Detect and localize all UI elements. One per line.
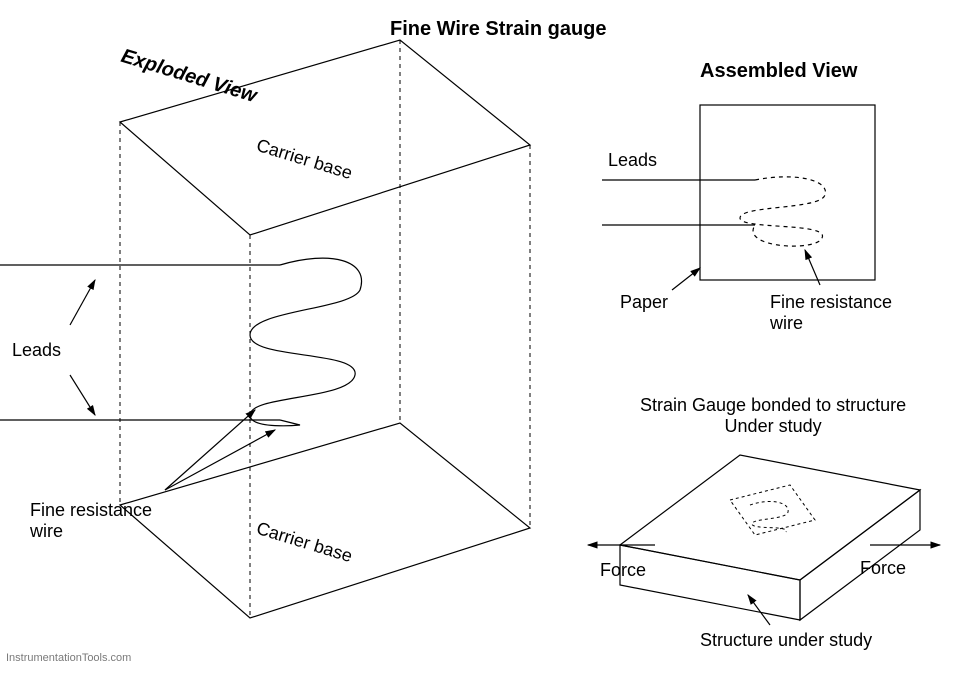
exploded-lead-arrow-top — [70, 280, 95, 325]
assembled-fine-wire-label: Fine resistance wire — [770, 292, 892, 334]
exploded-coil — [250, 258, 362, 426]
bonded-view-group — [588, 455, 940, 625]
paper-label: Paper — [620, 292, 668, 313]
small-gauge-coil — [750, 501, 788, 532]
assembled-view-group — [602, 105, 875, 290]
exploded-fine-wire-label: Fine resistance wire — [30, 500, 152, 542]
diagram-canvas: Fine Wire Strain gauge Exploded View Car… — [0, 0, 957, 674]
assembled-coil — [740, 177, 825, 246]
exploded-leads-label: Leads — [12, 340, 61, 361]
paper-arrow — [672, 268, 700, 290]
structure-label: Structure under study — [700, 630, 872, 651]
assembled-square — [700, 105, 875, 280]
block-front-face — [620, 545, 800, 620]
force-left-label: Force — [600, 560, 646, 581]
block-right-face — [800, 490, 920, 620]
assembled-view-heading: Assembled View — [700, 60, 857, 83]
bottom-carrier-plate — [120, 423, 530, 618]
exploded-lead-arrow-bottom — [70, 375, 95, 415]
diagram-svg — [0, 0, 957, 674]
assembled-leads-label: Leads — [608, 150, 657, 171]
bonded-heading: Strain Gauge bonded to structure Under s… — [640, 395, 906, 437]
main-title: Fine Wire Strain gauge — [390, 18, 607, 41]
force-right-label: Force — [860, 558, 906, 579]
watermark: InstrumentationTools.com — [6, 652, 131, 664]
exploded-wire-arrow-2 — [165, 430, 275, 490]
exploded-wire-arrow-1 — [165, 410, 255, 490]
